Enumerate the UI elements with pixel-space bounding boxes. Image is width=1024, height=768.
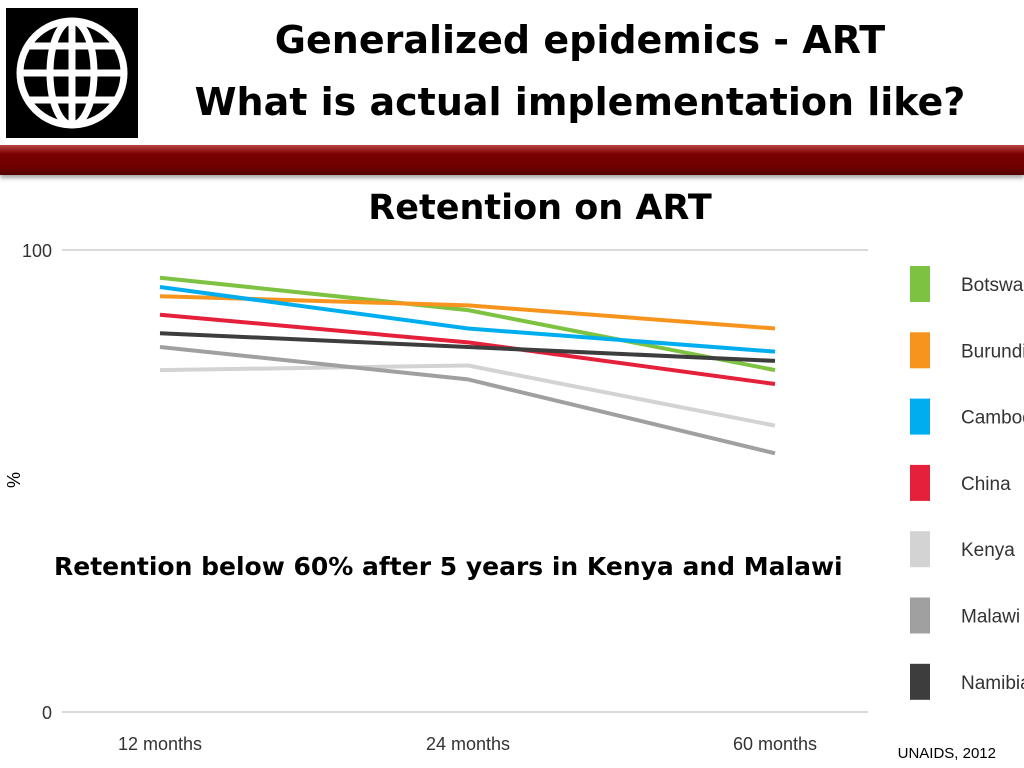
header-divider-bar	[0, 145, 1024, 175]
series-line-botswana	[159, 275, 776, 373]
globe-icon	[16, 17, 128, 129]
legend-label-namibia: Namibia	[961, 673, 1024, 694]
legend-swatch-china	[910, 464, 930, 501]
x-tick-label: 60 months	[733, 734, 817, 754]
legend-swatch-cambodia	[910, 398, 930, 435]
legend-swatch-malawi	[910, 597, 930, 634]
legend-swatch-kenya	[910, 531, 930, 568]
legend-swatch-namibia	[910, 663, 930, 700]
legend-label-china: China	[961, 474, 1011, 495]
series-line-cambodia	[159, 285, 776, 354]
legend-label-burundi: Burundi	[961, 341, 1024, 362]
source-citation: UNAIDS, 2012	[897, 745, 996, 762]
y-axis-label: %	[4, 472, 24, 488]
slide-title-line-2: What is actual implementation like?	[194, 80, 966, 124]
chart-annotation: Retention below 60% after 5 years in Ken…	[54, 552, 843, 581]
x-tick-label: 24 months	[426, 734, 510, 754]
legend-label-cambodia: Cambodia	[961, 408, 1024, 429]
legend-swatch-burundi	[910, 332, 930, 369]
series-line-kenya	[159, 363, 776, 428]
world-bank-logo	[6, 8, 138, 138]
series-line-china	[159, 312, 776, 386]
y-tick-label: 0	[42, 703, 52, 723]
legend-label-malawi: Malawi	[961, 607, 1020, 628]
y-tick-label: 100	[22, 241, 52, 261]
chart-title: Retention on ART	[368, 188, 712, 228]
series-line-namibia	[159, 331, 776, 363]
legend-swatch-botswana	[910, 266, 930, 302]
legend-label-botswana: Botswana	[961, 275, 1024, 296]
slide-title-line-1: Generalized epidemics - ART	[274, 18, 886, 62]
x-tick-label: 12 months	[118, 734, 202, 754]
legend-label-kenya: Kenya	[961, 540, 1015, 561]
series-line-malawi	[159, 345, 776, 456]
